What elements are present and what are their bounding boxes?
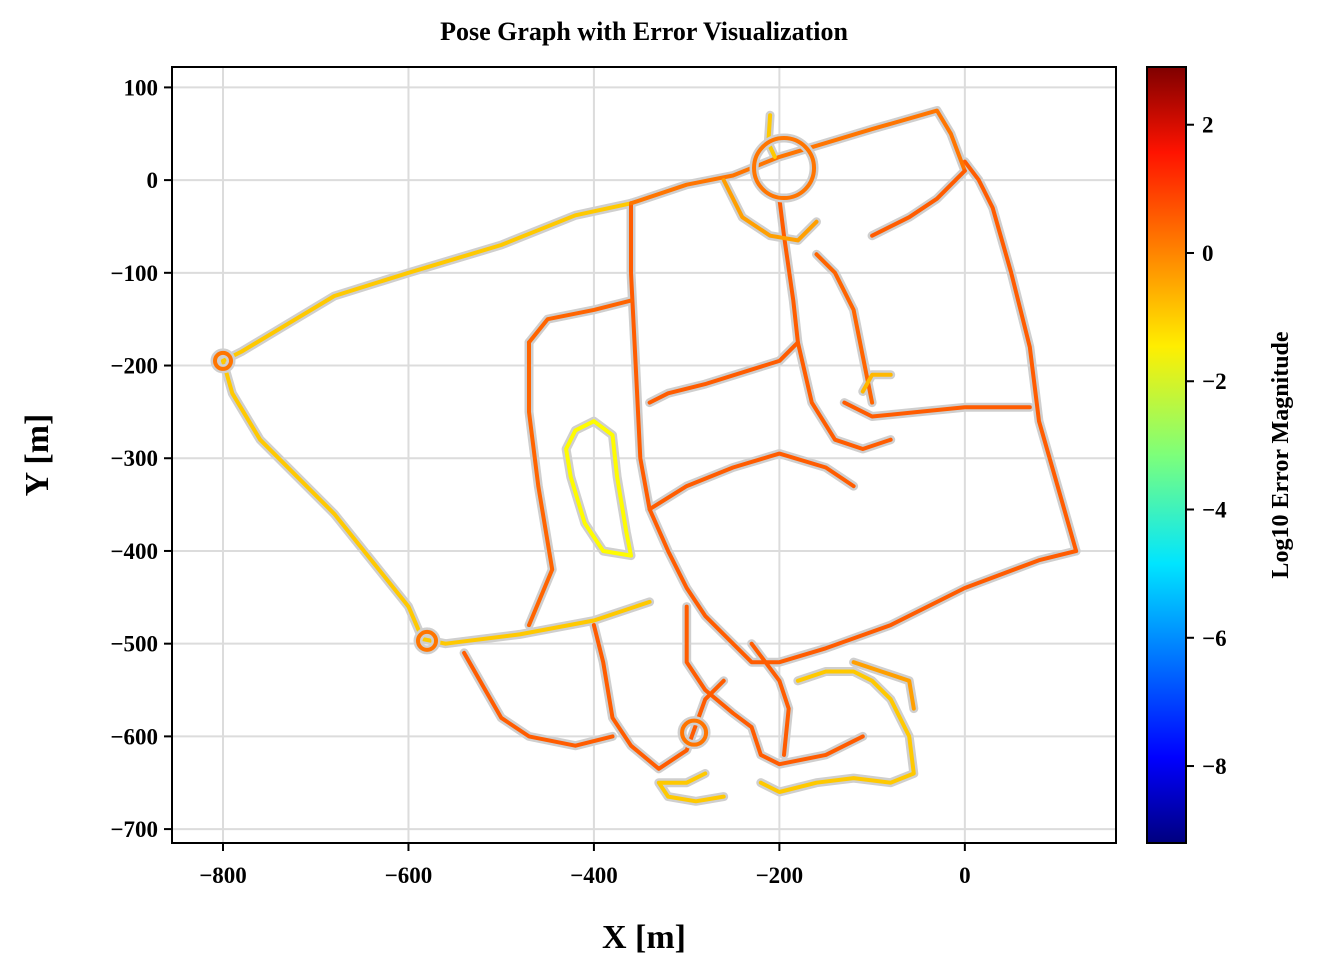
plot-frame (171, 66, 1117, 844)
trajectory-segment (647, 340, 800, 405)
pose-graph-trajectory (210, 106, 1081, 806)
trajectory-halo (626, 106, 970, 208)
y-axis-label: Y [m] (19, 414, 56, 497)
colorbar-gradient (1146, 66, 1187, 844)
trajectory-loop (680, 718, 709, 747)
trajectory-segment (758, 669, 916, 794)
trajectory-segment (221, 358, 652, 646)
trajectory-segment (814, 252, 875, 405)
trajectory-halo (218, 198, 636, 366)
trajectory-segment (842, 400, 1032, 419)
y-tick-label: −300 (110, 446, 158, 471)
colorbar-tick-label: 2 (1202, 113, 1214, 138)
colorbar-ticks: 2 0 −2 −4 −6 −8 (1186, 113, 1227, 779)
trajectory-segment (629, 201, 1079, 665)
y-tick-label: −700 (110, 817, 158, 842)
y-axis: 100 0 −100 −200 −300 −400 −500 −600 −700 (110, 75, 172, 842)
y-tick-label: −500 (110, 632, 158, 657)
x-tick-label: −800 (199, 863, 247, 888)
x-axis-label: X [m] (602, 919, 686, 956)
trajectory-segment (777, 196, 893, 451)
x-tick-label: −600 (385, 863, 433, 888)
y-tick-label: −100 (110, 261, 158, 286)
trajectory-halo (459, 648, 617, 751)
colorbar-tick-label: −8 (1202, 754, 1227, 779)
y-tick-label: −200 (110, 354, 158, 379)
trajectory-segment (684, 604, 865, 767)
colorbar: 2 0 −2 −4 −6 −8 Log10 Error Magnitude (1146, 66, 1294, 844)
trajectory-segment (564, 419, 633, 558)
trajectory-loop (213, 350, 234, 371)
y-tick-label: 0 (147, 168, 159, 193)
trajectory-segment (591, 623, 726, 771)
trajectory-halo (589, 620, 729, 774)
trajectory-segment (870, 168, 967, 238)
trajectory-segment (721, 178, 819, 243)
trajectory-segment (527, 298, 633, 345)
trajectory-loop (416, 629, 439, 652)
trajectory-segment (221, 201, 633, 363)
trajectory-segment (851, 660, 916, 711)
x-tick-label: −200 (756, 863, 804, 888)
y-tick-label: −600 (110, 724, 158, 749)
grid (172, 67, 1116, 843)
trajectory-segment (860, 372, 893, 394)
trajectory-segment (527, 340, 555, 628)
trajectory-halo (218, 356, 655, 649)
trajectory-segment (962, 159, 1079, 553)
colorbar-tick-label: 0 (1202, 241, 1214, 266)
trajectory-segment (749, 641, 791, 757)
trajectory-halo (812, 249, 877, 408)
trajectory-segment (647, 451, 856, 512)
x-tick-label: 0 (959, 863, 971, 888)
trajectory-halo (849, 657, 919, 714)
colorbar-tick-label: −4 (1202, 498, 1227, 523)
trajectory-loop (752, 136, 817, 201)
colorbar-label: Log10 Error Magnitude (1268, 331, 1294, 578)
trajectory-segment (629, 108, 967, 206)
x-axis: −800 −600 −400 −200 0 (199, 843, 971, 888)
colorbar-tick-label: −2 (1202, 369, 1227, 394)
trajectory-segment (656, 771, 726, 804)
y-tick-label: −400 (110, 539, 158, 564)
chart-title: Pose Graph with Error Visualization (440, 17, 848, 46)
trajectory-segment (462, 650, 615, 748)
y-tick-label: 100 (124, 75, 159, 100)
x-tick-label: −400 (570, 863, 618, 888)
colorbar-tick-label: −6 (1202, 626, 1227, 651)
